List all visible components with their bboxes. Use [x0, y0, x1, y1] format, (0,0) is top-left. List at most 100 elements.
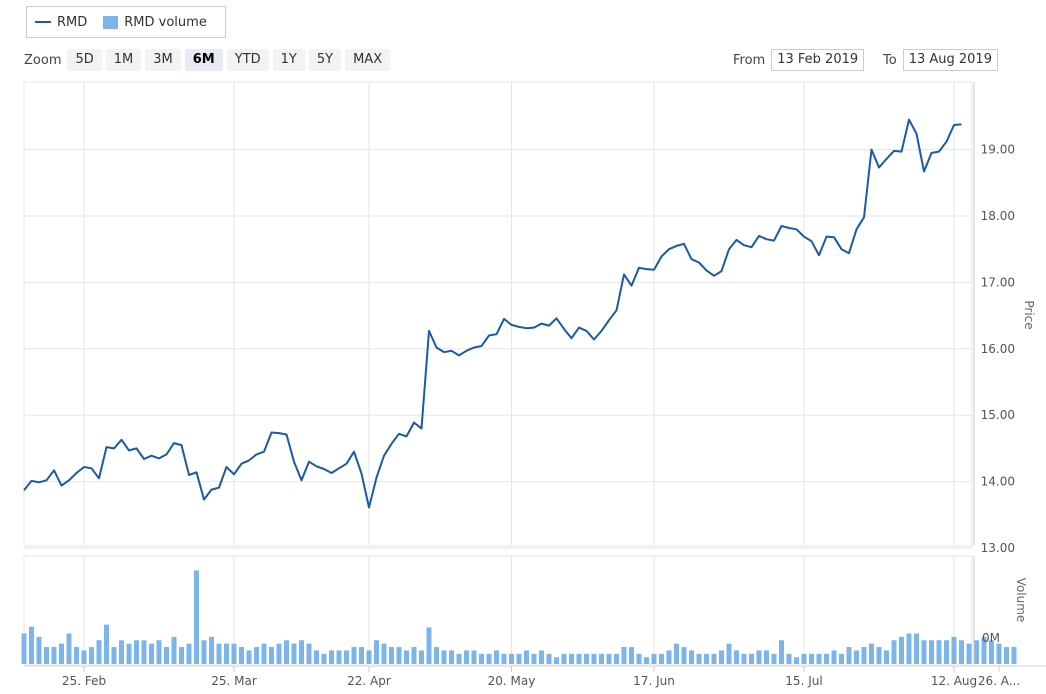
volume-bar — [471, 650, 477, 664]
y-tick-label: 14.00 — [981, 475, 1015, 489]
volume-bar — [171, 636, 177, 664]
legend-item-rmd[interactable]: RMD — [35, 15, 87, 30]
volume-bar — [486, 653, 492, 664]
volume-bar — [719, 650, 724, 664]
volume-bar — [831, 650, 837, 664]
volume-bar — [329, 650, 334, 664]
volume-bar — [261, 643, 267, 664]
volume-bar — [861, 647, 867, 664]
volume-bar — [839, 653, 844, 664]
from-label: From — [733, 52, 766, 68]
volume-bar — [936, 640, 942, 664]
volume-bar — [734, 650, 739, 664]
volume-bar — [374, 640, 379, 664]
legend-label-rmd: RMD — [57, 14, 88, 30]
volume-bar — [59, 643, 64, 664]
volume-bar — [726, 643, 732, 664]
volume-bar — [479, 653, 484, 664]
volume-bar — [884, 650, 889, 664]
zoom-1y-button[interactable]: 1Y — [272, 49, 305, 71]
volume-bar — [134, 640, 139, 664]
y-tick-label: 13.00 — [981, 541, 1015, 555]
volume-bar — [239, 647, 244, 664]
volume-bar — [891, 640, 897, 664]
zoom-1m-button[interactable]: 1M — [105, 49, 142, 71]
volume-bar — [554, 657, 559, 664]
price-axis-title: Price — [1022, 300, 1036, 329]
volume-bar — [411, 647, 417, 664]
volume-bar — [614, 653, 619, 664]
volume-bar — [756, 650, 762, 664]
volume-bar — [749, 653, 754, 664]
volume-bar — [179, 647, 184, 664]
volume-bar — [959, 640, 964, 664]
bar-series-swatch — [103, 15, 119, 29]
volume-bar — [711, 653, 717, 664]
volume-bar — [404, 650, 409, 664]
x-tick-label: 12. Aug — [931, 674, 977, 688]
volume-bar — [786, 653, 792, 664]
volume-bar — [299, 640, 304, 664]
volume-bar — [509, 653, 514, 664]
zoom-3m-button[interactable]: 3M — [145, 49, 181, 71]
volume-bar — [306, 643, 312, 664]
volume-bar — [36, 636, 42, 664]
x-tick-label: 25. Mar — [211, 674, 257, 688]
volume-bar — [876, 647, 882, 664]
volume-bar — [419, 650, 424, 664]
y-tick-label: 18.00 — [981, 209, 1015, 223]
volume-bar — [539, 650, 544, 664]
volume-bar — [666, 650, 672, 664]
y-tick-label: 15.00 — [981, 408, 1015, 422]
volume-bar — [156, 640, 162, 664]
zoom-bar: Zoom 5D 1M 3M 6M YTD 1Y 5Y MAX — [24, 48, 394, 72]
volume-bar — [591, 653, 597, 664]
volume-bar — [209, 636, 214, 664]
volume-bar — [659, 653, 664, 664]
volume-bar — [944, 640, 949, 664]
y-tick-label: 19.00 — [981, 143, 1015, 157]
volume-bar — [764, 650, 769, 664]
volume-bar — [929, 640, 934, 664]
volume-bar — [194, 570, 199, 664]
volume-bar — [599, 653, 604, 664]
volume-tick-label: 0M — [982, 631, 1000, 645]
volume-bar — [66, 633, 72, 664]
volume-bar — [276, 643, 282, 664]
zoom-max-button[interactable]: MAX — [345, 49, 391, 71]
to-date-input[interactable]: 13 Aug 2019 — [902, 49, 998, 71]
volume-bar — [689, 650, 694, 664]
from-date-input[interactable]: 13 Feb 2019 — [771, 49, 865, 71]
volume-bar — [794, 657, 799, 664]
zoom-5d-button[interactable]: 5D — [67, 49, 102, 71]
volume-bar — [111, 647, 117, 664]
volume-bar — [321, 653, 327, 664]
x-tick-label: 26. A... — [978, 674, 1020, 688]
zoom-6m-button[interactable]: 6M — [184, 49, 223, 71]
volume-bar — [441, 650, 447, 664]
volume-bar — [201, 640, 207, 664]
grid-layer — [23, 81, 973, 665]
volume-bar — [1004, 647, 1009, 664]
zoom-5y-button[interactable]: 5Y — [308, 49, 342, 71]
volume-bar — [284, 640, 289, 664]
volume-bar — [51, 647, 57, 664]
volume-bar — [344, 650, 349, 664]
legend-item-rmd-volume[interactable]: RMD volume — [103, 15, 207, 30]
volume-bar — [89, 647, 94, 664]
volume-bar — [951, 636, 957, 664]
volume-bar — [741, 653, 747, 664]
volume-bar — [359, 647, 364, 664]
volume-bar — [149, 643, 154, 664]
volume-bar — [269, 647, 274, 664]
volume-bar — [921, 640, 927, 664]
volume-bar — [869, 643, 874, 664]
volume-bar — [696, 653, 702, 664]
volume-bar — [524, 650, 529, 664]
volume-bar — [246, 650, 252, 664]
volume-bar — [254, 647, 259, 664]
volume-bar — [216, 643, 222, 664]
zoom-ytd-button[interactable]: YTD — [226, 49, 269, 71]
volume-bar — [584, 653, 589, 664]
legend-label-rmd-volume: RMD volume — [124, 14, 207, 30]
